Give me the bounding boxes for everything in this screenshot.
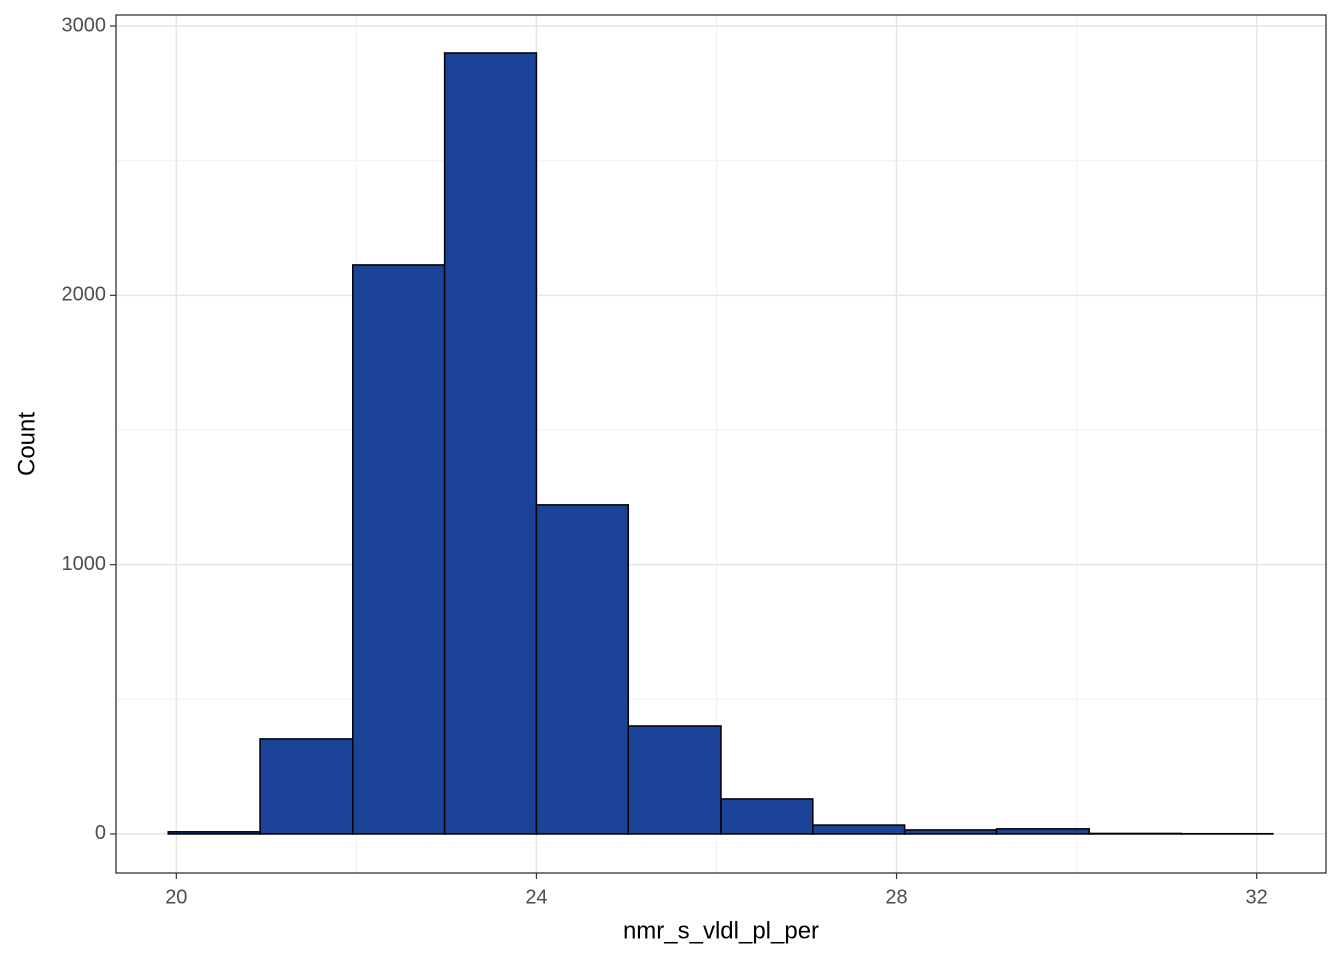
x-tick-label: 28 xyxy=(885,886,907,908)
y-tick-label: 2000 xyxy=(62,284,107,306)
x-axis-title: nmr_s_vldl_pl_per xyxy=(623,917,819,944)
x-tick-label: 24 xyxy=(525,886,547,908)
bar xyxy=(995,828,1090,835)
bar xyxy=(167,831,261,835)
bar xyxy=(1088,832,1182,835)
bar xyxy=(535,504,630,835)
bar xyxy=(627,725,722,835)
bar xyxy=(352,264,446,835)
bar xyxy=(812,824,906,835)
bar xyxy=(443,52,538,835)
y-axis-title: Count xyxy=(13,412,40,476)
y-tick-label: 3000 xyxy=(62,14,107,36)
bar xyxy=(259,738,354,835)
bar xyxy=(720,798,814,835)
x-tick-label: 32 xyxy=(1246,886,1268,908)
x-tick-label: 20 xyxy=(165,886,187,908)
bar xyxy=(903,829,998,835)
y-tick-label: 0 xyxy=(95,822,106,844)
y-tick-label: 1000 xyxy=(62,553,107,575)
plot-border xyxy=(115,14,1327,874)
